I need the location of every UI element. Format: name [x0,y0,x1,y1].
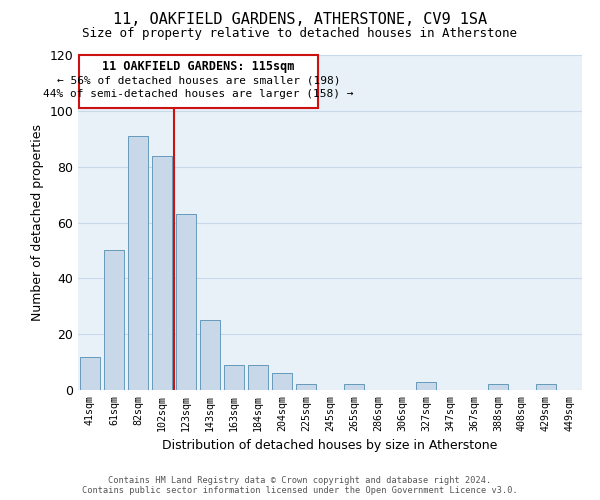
Text: 44% of semi-detached houses are larger (158) →: 44% of semi-detached houses are larger (… [43,89,354,99]
Bar [104,250,124,390]
Text: 11 OAKFIELD GARDENS: 115sqm: 11 OAKFIELD GARDENS: 115sqm [103,60,295,72]
Text: 11, OAKFIELD GARDENS, ATHERSTONE, CV9 1SA: 11, OAKFIELD GARDENS, ATHERSTONE, CV9 1S… [113,12,487,28]
Bar [272,373,292,390]
Bar [79,55,318,108]
Bar [296,384,316,390]
Bar [200,320,220,390]
X-axis label: Distribution of detached houses by size in Atherstone: Distribution of detached houses by size … [163,439,497,452]
Bar [224,365,244,390]
Bar [344,384,364,390]
Bar [176,214,196,390]
Text: Size of property relative to detached houses in Atherstone: Size of property relative to detached ho… [83,28,517,40]
Bar [248,365,268,390]
Bar [80,356,100,390]
Bar [152,156,172,390]
Bar [488,384,508,390]
Bar [416,382,436,390]
Text: ← 56% of detached houses are smaller (198): ← 56% of detached houses are smaller (19… [57,75,340,85]
Bar [128,136,148,390]
Bar [536,384,556,390]
Text: Contains HM Land Registry data © Crown copyright and database right 2024.
Contai: Contains HM Land Registry data © Crown c… [82,476,518,495]
Y-axis label: Number of detached properties: Number of detached properties [31,124,44,321]
